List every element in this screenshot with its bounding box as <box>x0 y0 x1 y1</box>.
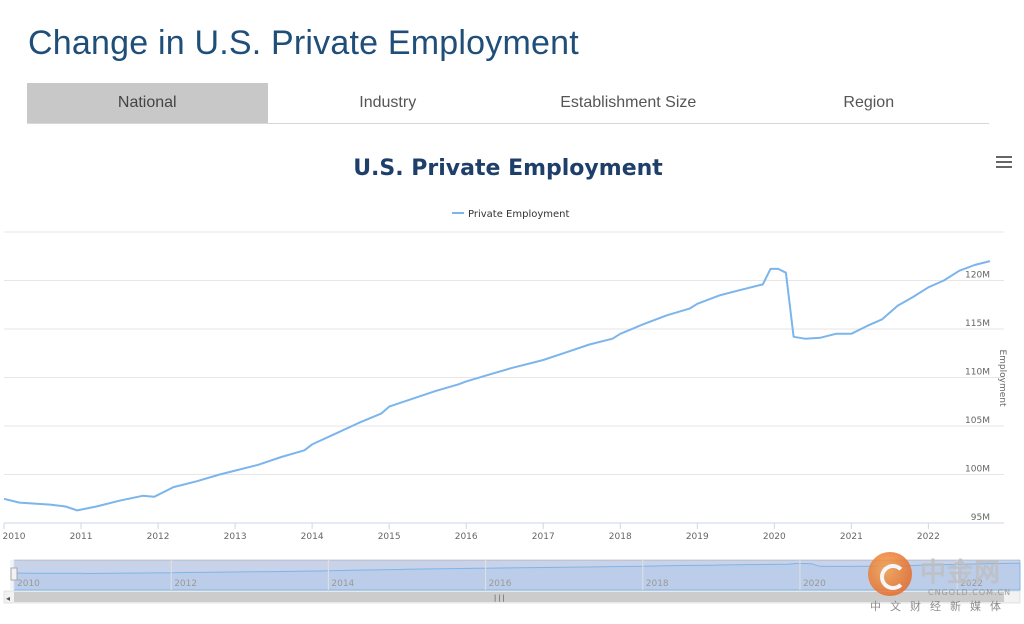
x-tick-label: 2016 <box>455 532 478 542</box>
x-tick-label: 2010 <box>3 532 26 542</box>
tab-region[interactable]: Region <box>843 94 895 111</box>
cngold-logo-icon <box>868 552 912 596</box>
navigator-year-label: 2016 <box>489 579 512 589</box>
employment-chart: U.S. Private Employment Private Employme… <box>3 156 1021 604</box>
x-tick-label: 2015 <box>378 532 401 542</box>
scrollbar[interactable]: ◂ ||| <box>3 590 1021 604</box>
series-line-private-employment[interactable] <box>3 260 991 512</box>
hamburger-menu-icon[interactable] <box>996 156 1012 170</box>
page-title: Change in U.S. Private Employment <box>28 24 579 62</box>
navigator-year-label: 2010 <box>17 579 40 589</box>
y-tick-label: 100M <box>965 465 990 475</box>
watermark-domain: CNGOLD.COM.CN <box>928 588 1012 597</box>
tab-industry[interactable]: Industry <box>359 94 417 111</box>
y-tick-label: 95M <box>971 513 990 523</box>
x-tick-label: 2017 <box>532 532 555 542</box>
watermark-brand: 中金网 <box>920 558 1002 588</box>
tab-establishment-size[interactable]: Establishment Size <box>560 94 697 111</box>
watermark-tagline: 中文财经新媒体 <box>870 600 1010 613</box>
scrollbar-thumb[interactable] <box>14 592 1004 602</box>
x-tick-label: 2014 <box>301 532 324 542</box>
x-tick-label: 2020 <box>763 532 786 542</box>
navigator-year-label: 2014 <box>331 579 354 589</box>
y-tick-label: 115M <box>965 319 990 329</box>
navigator-selection[interactable] <box>13 559 1021 591</box>
navigator-year-label: 2012 <box>174 579 197 589</box>
x-tick-label: 2012 <box>147 532 170 542</box>
y-tick-label: 105M <box>965 416 990 426</box>
y-axis-label: Employment <box>997 349 1007 407</box>
x-tick-label: 2013 <box>224 532 247 542</box>
grip-lines-icon[interactable]: ||| <box>493 594 506 602</box>
x-tick-label: 2022 <box>917 532 940 542</box>
chart-legend[interactable]: Private Employment <box>452 209 569 220</box>
chart-title: U.S. Private Employment <box>353 156 663 181</box>
y-tick-label: 120M <box>965 271 990 281</box>
x-tick-label: 2021 <box>840 532 863 542</box>
navigator-year-label: 2020 <box>803 579 826 589</box>
grid-lines <box>4 231 1004 524</box>
x-axis-ticks: 2010 2011 2012 2013 2014 2015 2016 2017 2018 2019… <box>3 523 940 542</box>
navigator[interactable]: 2010 2012 2014 2016 2018 2020 2022 <box>10 559 1021 591</box>
y-axis-ticks: 95M 100M 105M 110M 115M 120M <box>965 271 990 524</box>
navigator-left-handle[interactable] <box>10 567 18 581</box>
arrow-left-icon[interactable]: ◂ <box>6 594 10 603</box>
navigator-background <box>10 560 1020 590</box>
x-tick-label: 2018 <box>609 532 632 542</box>
y-tick-label: 110M <box>965 368 990 378</box>
navigator-year-label: 2018 <box>646 579 669 589</box>
x-tick-label: 2011 <box>70 532 93 542</box>
tab-national[interactable]: National <box>27 83 268 123</box>
watermark: 中金网 CNGOLD.COM.CN 中文财经新媒体 <box>866 550 1016 620</box>
legend-label: Private Employment <box>468 209 569 220</box>
x-tick-label: 2019 <box>686 532 709 542</box>
tab-bar: National Industry Establishment Size Reg… <box>27 83 989 124</box>
navigator-year-label: 2022 <box>960 579 983 589</box>
navigator-year-labels: 2010 2012 2014 2016 2018 2020 2022 <box>13 560 983 590</box>
